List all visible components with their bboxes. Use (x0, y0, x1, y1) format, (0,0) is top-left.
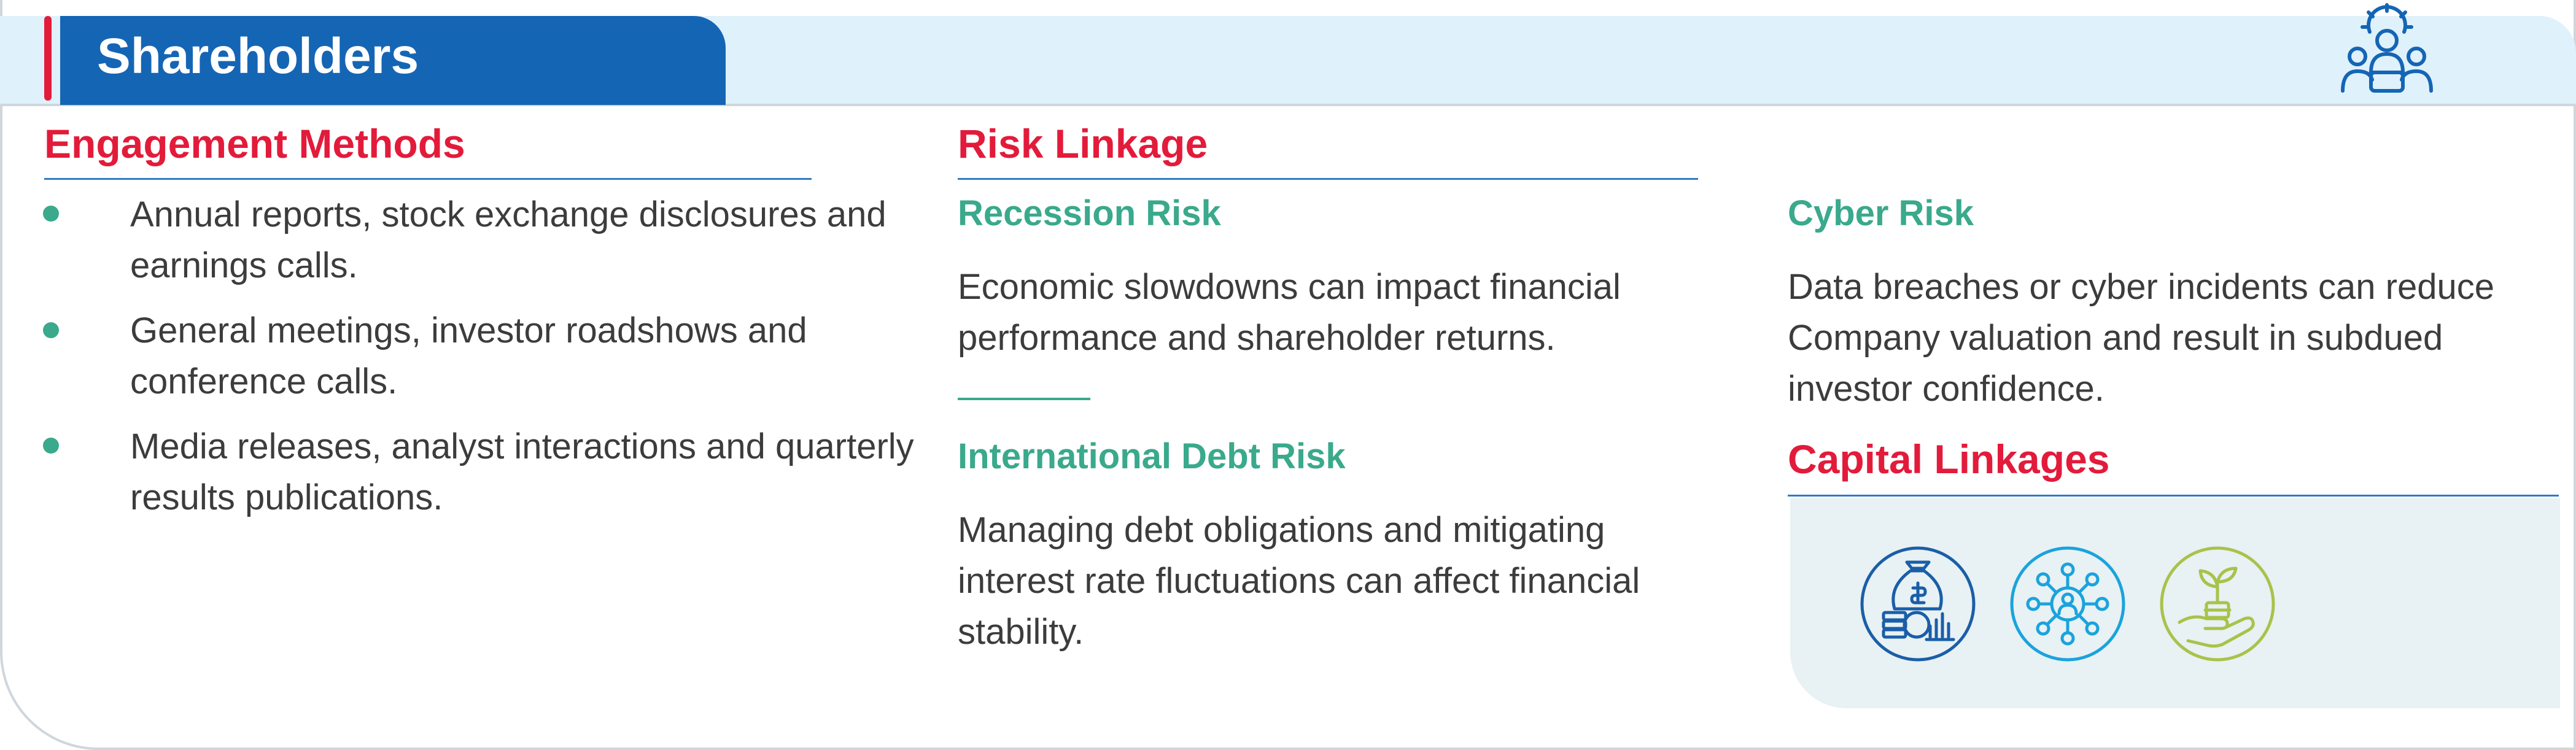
engagement-methods-rule (44, 178, 812, 180)
list-item-text: Media releases, analyst interactions and… (130, 427, 914, 517)
list-item-text: Annual reports, stock exchange disclosur… (130, 195, 886, 285)
engagement-methods-title: Engagement Methods (44, 121, 465, 166)
risk-separator (958, 398, 1090, 400)
social-relationship-capital-icon (2010, 546, 2125, 662)
international-debt-risk-text: Managing debt obligations and mitigating… (958, 510, 1640, 652)
bullet-icon (43, 322, 59, 338)
shareholder-group-gear-icon (2341, 3, 2433, 93)
natural-capital-icon (2160, 546, 2275, 662)
cyber-risk-title: Cyber Risk (1788, 193, 1974, 233)
cyber-risk-text: Data breaches or cyber incidents can red… (1788, 267, 2494, 409)
international-debt-risk-title: International Debt Risk (958, 436, 1346, 476)
risk-linkage-rule (958, 178, 1698, 180)
risk-linkage-title: Risk Linkage (958, 121, 1208, 166)
list-item-text: General meetings, investor roadshows and… (130, 311, 807, 401)
page-title: Shareholders (97, 28, 419, 84)
bullet-icon (43, 438, 59, 454)
bullet-icon (43, 206, 59, 222)
recession-risk-text: Economic slowdowns can impact financial … (958, 267, 1621, 358)
capital-linkages-rule (1788, 495, 2559, 497)
financial-capital-icon (1860, 546, 1976, 662)
recession-risk-title: Recession Risk (958, 193, 1221, 233)
header-tab (60, 16, 726, 105)
header-divider (0, 104, 2576, 106)
capital-linkages-title: Capital Linkages (1788, 436, 2110, 482)
header-accent-bar (44, 16, 52, 101)
